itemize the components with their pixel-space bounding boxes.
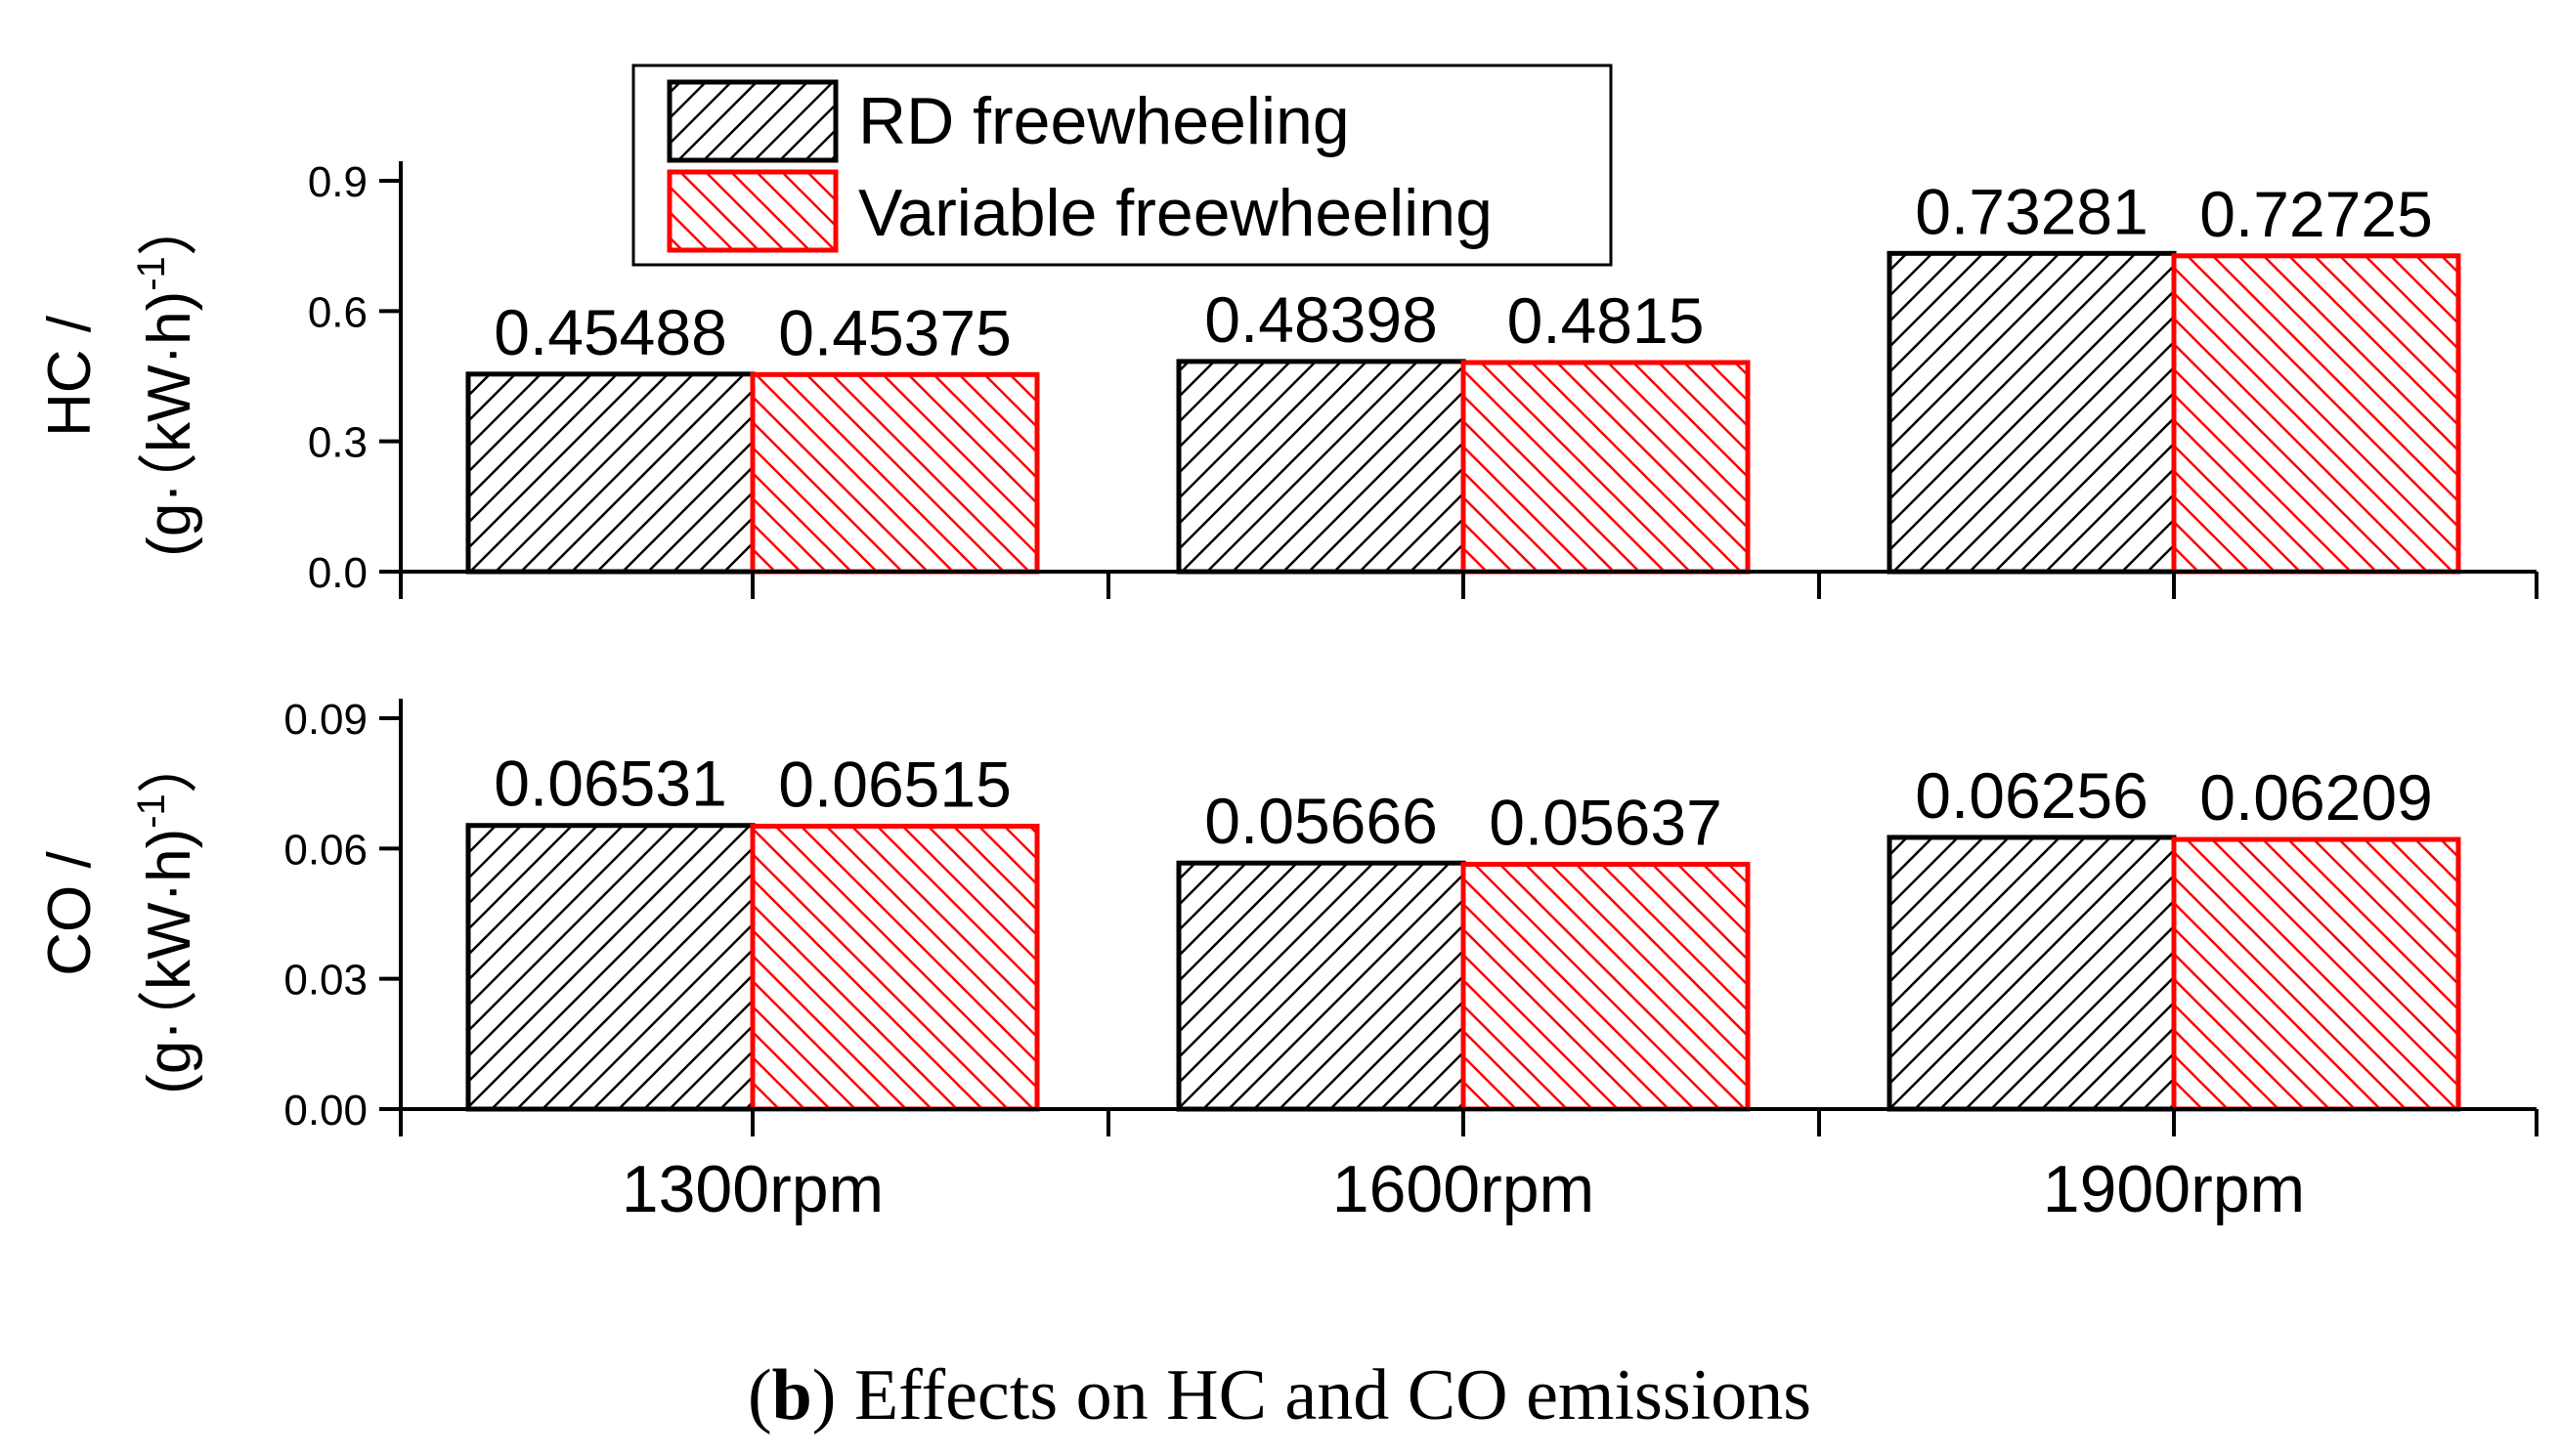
- y-axis-label-close: ）: [136, 195, 203, 256]
- y-tick-label: 0.3: [308, 419, 368, 467]
- bar-variable-1600rpm: [1460, 360, 1751, 575]
- bar-variable-1600rpm: [1460, 861, 1751, 1112]
- data-label: 0.73281: [1915, 175, 2148, 247]
- caption-letter: b: [772, 1355, 812, 1435]
- y-tick-label: 0.6: [308, 288, 368, 336]
- legend-swatch-rd: [667, 79, 839, 163]
- y-tick-label: 0.0: [308, 549, 368, 597]
- caption-rest: ) Effects on HC and CO emissions: [812, 1355, 1811, 1435]
- bar-rd-1900rpm: [1887, 835, 2177, 1112]
- y-axis-label-exponent: -1: [130, 793, 173, 829]
- bar-rd-1300rpm: [465, 823, 756, 1112]
- y-axis-label-line2: (g·（kW·h)-1）: [130, 195, 203, 557]
- data-label: 0.06531: [494, 748, 727, 820]
- data-label: 0.06256: [1915, 759, 2148, 832]
- y-axis-label-line1: HC /: [36, 315, 104, 437]
- bar-rd-1600rpm: [1176, 359, 1466, 575]
- hc-panel: 0.45488 0.48398 0.73281 0.45375 0.4815 0.7272…: [36, 158, 2538, 599]
- data-label: 0.05637: [1489, 786, 1722, 858]
- legend: RD freewheeling Variable freewheeling: [631, 64, 1613, 267]
- y-tick-label: 0.9: [308, 158, 368, 206]
- data-label: 0.72725: [2199, 178, 2433, 250]
- y-axis-label-exponent: -1: [130, 256, 173, 291]
- y-axis-label-close: ）: [136, 733, 203, 793]
- figure-caption: (b) Effects on HC and CO emissions: [748, 1355, 1811, 1435]
- y-tick-label: 0.03: [283, 957, 368, 1005]
- data-label: 0.45375: [778, 296, 1012, 368]
- y-axis-label-line1: CO /: [36, 851, 104, 976]
- y-tick-label: 0.00: [283, 1087, 368, 1135]
- co-panel: 0.06531 0.05666 0.06256 0.06515 0.05637 0.062…: [36, 696, 2538, 1226]
- y-axis-label-line2: (g·（kW·h)-1）: [130, 733, 203, 1094]
- data-label: 0.06209: [2199, 761, 2433, 834]
- legend-label-rd: RD freewheeling: [858, 84, 1350, 158]
- bar-variable-1300rpm: [750, 823, 1040, 1112]
- legend-swatch-variable: [667, 169, 839, 253]
- bar-variable-1300rpm: [750, 371, 1040, 575]
- category-label: 1900rpm: [2043, 1152, 2305, 1226]
- y-axis-label-unit: (g·（kW·h): [136, 291, 203, 557]
- bar-rd-1300rpm: [465, 371, 756, 575]
- y-axis-label-unit: (g·（kW·h): [136, 829, 203, 1094]
- data-label: 0.06515: [778, 748, 1012, 820]
- data-label: 0.48398: [1204, 283, 1438, 356]
- bar-variable-1900rpm: [2171, 253, 2461, 575]
- legend-label-variable: Variable freewheeling: [858, 176, 1493, 250]
- category-label: 1600rpm: [1332, 1152, 1594, 1226]
- y-tick-label: 0.06: [283, 826, 368, 874]
- data-label: 0.4815: [1507, 284, 1705, 357]
- category-label: 1300rpm: [622, 1152, 884, 1226]
- y-tick-label: 0.09: [283, 696, 368, 744]
- data-label: 0.05666: [1204, 785, 1438, 857]
- bar-rd-1900rpm: [1887, 250, 2177, 575]
- caption-open: (: [748, 1355, 772, 1435]
- bar-variable-1900rpm: [2171, 836, 2461, 1112]
- bar-rd-1600rpm: [1176, 860, 1466, 1112]
- data-label: 0.45488: [494, 296, 727, 368]
